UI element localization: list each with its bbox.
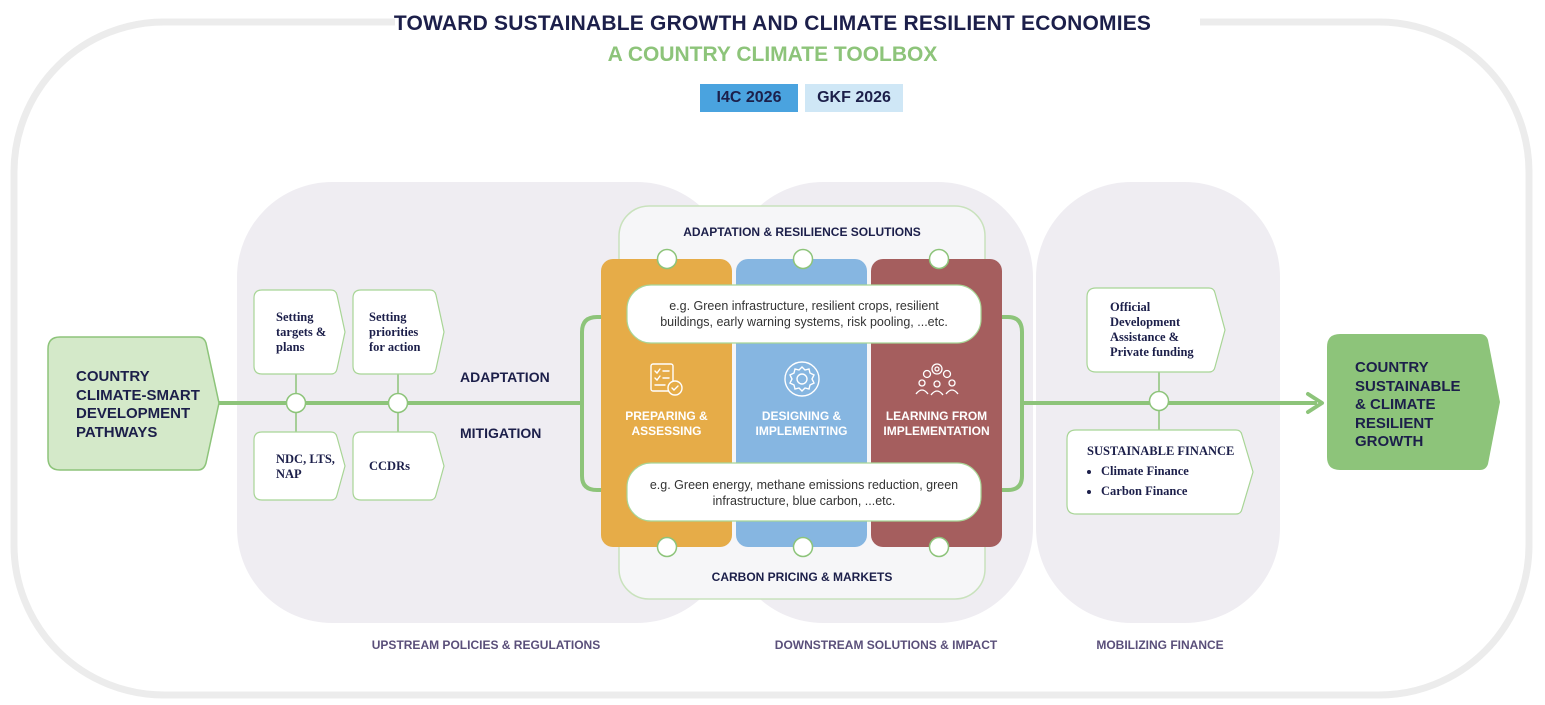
bracket-left — [580, 315, 628, 492]
upstream-box-shape-2 — [352, 289, 445, 375]
tag-gkf[interactable]: GKF 2026 — [805, 84, 903, 112]
flow-arrowhead — [1306, 392, 1324, 414]
caption-upstream: UPSTREAM POLICIES & REGULATIONS — [371, 638, 601, 652]
gear-icon — [784, 361, 820, 397]
caption-finance: MOBILIZING FINANCE — [1096, 638, 1224, 652]
node-circle-upstream-1 — [285, 392, 307, 414]
end-node-label: COUNTRY SUSTAINABLE & CLIMATE RESILIENT … — [1355, 359, 1461, 450]
box-setting-targets: Setting targets & plans — [276, 310, 327, 354]
upstream-box-shape-4 — [352, 431, 445, 501]
node-circle-col1-top — [656, 248, 678, 270]
checklist-icon — [650, 363, 683, 396]
finance-oda-text: Official Development Assistance & Privat… — [1110, 300, 1194, 359]
list-item: Climate Finance — [1101, 464, 1247, 479]
title-gap — [395, 8, 1200, 40]
tag-i4c[interactable]: I4C 2026 — [700, 84, 798, 112]
upstream-box-shape-1 — [253, 289, 346, 375]
node-circle-col2-bottom — [792, 536, 814, 558]
node-circle-col2-top — [792, 248, 814, 270]
mitigation-pill — [626, 462, 982, 522]
adaptation-resilience-label: ADAPTATION & RESILIENCE SOLUTIONS — [683, 225, 921, 239]
box-ccdrs: CCDRs — [369, 459, 410, 473]
page-subtitle: A COUNTRY CLIMATE TOOLBOX — [607, 43, 938, 66]
list-item: Carbon Finance — [1101, 484, 1247, 499]
node-circle-finance — [1148, 390, 1170, 412]
mitigation-examples: e.g. Green energy, methane emissions red… — [649, 478, 959, 508]
caption-downstream: DOWNSTREAM SOLUTIONS & IMPACT — [774, 638, 998, 652]
node-circle-col1-bottom — [656, 536, 678, 558]
box-ndc-lts-nap: NDC, LTS, NAP — [276, 452, 335, 481]
start-node-shape — [47, 336, 220, 471]
finance-box-shape-bottom — [1066, 429, 1254, 515]
adaptation-label: ADAPTATION — [460, 369, 550, 385]
column-label-learning: LEARNING FROM IMPLEMENTATION — [883, 409, 990, 438]
node-circle-upstream-2 — [387, 392, 409, 414]
end-node-shape — [1327, 334, 1500, 470]
column-label-designing: DESIGNING & IMPLEMENTING — [755, 409, 848, 438]
node-circle-col3-bottom — [928, 536, 950, 558]
finance-box-shape-top — [1086, 287, 1226, 373]
sustainable-finance-title: SUSTAINABLE FINANCE — [1087, 444, 1235, 458]
bracket-right — [980, 315, 1024, 492]
start-node-label: COUNTRY CLIMATE-SMART DEVELOPMENT PATHWA… — [76, 368, 200, 441]
node-circle-col3-top — [928, 248, 950, 270]
sustainable-finance-box: SUSTAINABLE FINANCE Climate Finance Carb… — [1087, 444, 1247, 499]
mitigation-label: MITIGATION — [460, 425, 542, 441]
box-setting-priorities: Setting priorities for action — [369, 310, 421, 354]
carbon-pricing-label: CARBON PRICING & MARKETS — [711, 570, 893, 584]
adaptation-examples: e.g. Green infrastructure, resilient cro… — [660, 299, 948, 329]
page-title: TOWARD SUSTAINABLE GROWTH AND CLIMATE RE… — [393, 12, 1152, 35]
column-label-preparing: PREPARING & ASSESSING — [625, 409, 708, 438]
team-gears-icon — [915, 363, 959, 396]
upstream-box-shape-3 — [253, 431, 346, 501]
adaptation-pill — [626, 284, 982, 344]
finance-list: Climate Finance Carbon Finance — [1087, 464, 1247, 499]
